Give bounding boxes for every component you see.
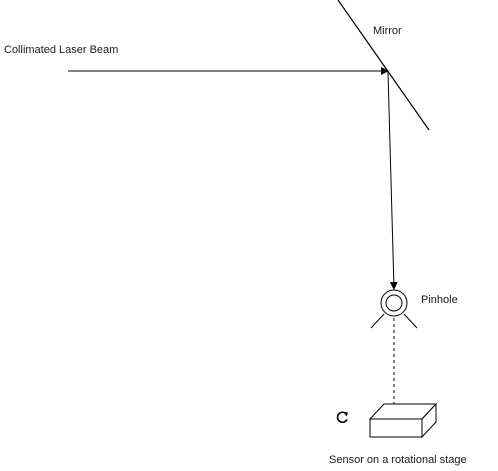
pinhole-symbol bbox=[370, 289, 418, 329]
mirror-line bbox=[337, 0, 430, 131]
rotate-clockwise-icon bbox=[336, 411, 348, 424]
mirror-label: Mirror bbox=[373, 25, 402, 37]
sensor-block bbox=[368, 402, 438, 439]
sensor-label: Sensor on a rotational stage bbox=[329, 454, 467, 466]
reflected-beam-arrow bbox=[387, 71, 398, 290]
laser-beam-label: Collimated Laser Beam bbox=[4, 44, 119, 56]
pinhole-label: Pinhole bbox=[421, 294, 458, 306]
